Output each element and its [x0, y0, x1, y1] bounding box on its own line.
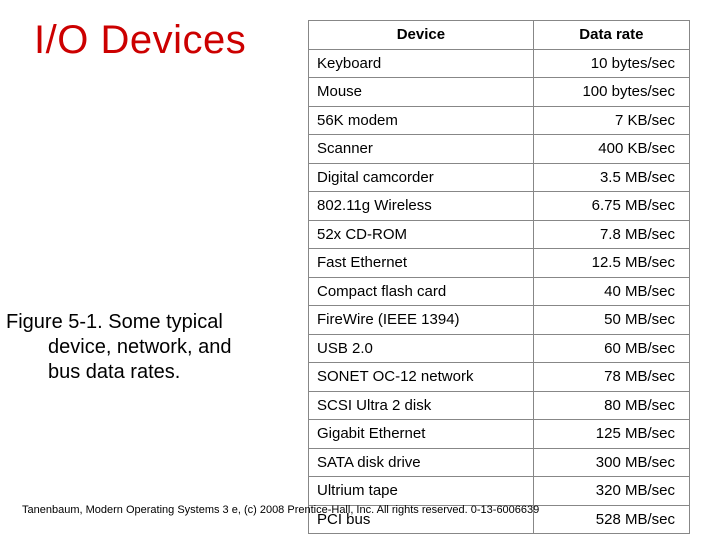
rate-cell: 7.8 MB/sec: [533, 220, 689, 249]
table-header-row: Device Data rate: [309, 21, 690, 50]
table-row: 56K modem7 KB/sec: [309, 106, 690, 135]
device-cell: SATA disk drive: [309, 448, 534, 477]
device-cell: USB 2.0: [309, 334, 534, 363]
header-device: Device: [309, 21, 534, 50]
rate-cell: 78 MB/sec: [533, 363, 689, 392]
rate-cell: 7 KB/sec: [533, 106, 689, 135]
figure-caption: Figure 5-1. Some typical device, network…: [6, 310, 296, 385]
footer-citation: Tanenbaum, Modern Operating Systems 3 e,…: [22, 504, 539, 516]
caption-line-1: Figure 5-1. Some typical: [6, 311, 223, 333]
table-row: SATA disk drive300 MB/sec: [309, 448, 690, 477]
table-row: Ultrium tape320 MB/sec: [309, 477, 690, 506]
slide-title: I/O Devices: [34, 18, 246, 63]
device-cell: 802.11g Wireless: [309, 192, 534, 221]
header-rate: Data rate: [533, 21, 689, 50]
caption-line-3: bus data rates.: [6, 360, 296, 385]
table-row: Gigabit Ethernet125 MB/sec: [309, 420, 690, 449]
device-cell: Digital camcorder: [309, 163, 534, 192]
table-row: 52x CD-ROM7.8 MB/sec: [309, 220, 690, 249]
rate-cell: 100 bytes/sec: [533, 78, 689, 107]
rate-cell: 528 MB/sec: [533, 505, 689, 534]
device-cell: Compact flash card: [309, 277, 534, 306]
rate-cell: 60 MB/sec: [533, 334, 689, 363]
rate-cell: 3.5 MB/sec: [533, 163, 689, 192]
data-rate-table: Device Data rate Keyboard10 bytes/secMou…: [308, 20, 690, 534]
device-cell: 52x CD-ROM: [309, 220, 534, 249]
device-cell: SCSI Ultra 2 disk: [309, 391, 534, 420]
table-row: Keyboard10 bytes/sec: [309, 49, 690, 78]
rate-cell: 125 MB/sec: [533, 420, 689, 449]
device-cell: SONET OC-12 network: [309, 363, 534, 392]
device-cell: Gigabit Ethernet: [309, 420, 534, 449]
table-row: SONET OC-12 network78 MB/sec: [309, 363, 690, 392]
table-row: Scanner400 KB/sec: [309, 135, 690, 164]
rate-cell: 40 MB/sec: [533, 277, 689, 306]
device-cell: Keyboard: [309, 49, 534, 78]
rate-cell: 12.5 MB/sec: [533, 249, 689, 278]
device-cell: Fast Ethernet: [309, 249, 534, 278]
device-cell: FireWire (IEEE 1394): [309, 306, 534, 335]
table-row: Fast Ethernet12.5 MB/sec: [309, 249, 690, 278]
table-row: Digital camcorder3.5 MB/sec: [309, 163, 690, 192]
device-cell: 56K modem: [309, 106, 534, 135]
device-cell: Scanner: [309, 135, 534, 164]
rate-cell: 300 MB/sec: [533, 448, 689, 477]
rate-cell: 50 MB/sec: [533, 306, 689, 335]
data-rate-table-container: Device Data rate Keyboard10 bytes/secMou…: [308, 20, 690, 534]
device-cell: Mouse: [309, 78, 534, 107]
rate-cell: 10 bytes/sec: [533, 49, 689, 78]
caption-line-2: device, network, and: [6, 335, 296, 360]
table-row: Mouse100 bytes/sec: [309, 78, 690, 107]
table-row: FireWire (IEEE 1394)50 MB/sec: [309, 306, 690, 335]
rate-cell: 400 KB/sec: [533, 135, 689, 164]
rate-cell: 6.75 MB/sec: [533, 192, 689, 221]
table-row: 802.11g Wireless6.75 MB/sec: [309, 192, 690, 221]
table-row: USB 2.060 MB/sec: [309, 334, 690, 363]
rate-cell: 80 MB/sec: [533, 391, 689, 420]
device-cell: Ultrium tape: [309, 477, 534, 506]
table-row: Compact flash card40 MB/sec: [309, 277, 690, 306]
table-row: SCSI Ultra 2 disk80 MB/sec: [309, 391, 690, 420]
rate-cell: 320 MB/sec: [533, 477, 689, 506]
